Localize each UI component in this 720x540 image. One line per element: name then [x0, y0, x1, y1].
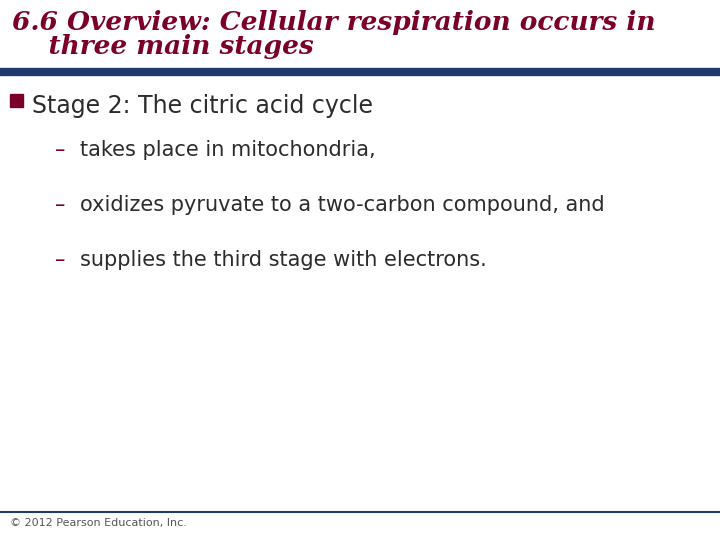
Text: oxidizes pyruvate to a two-carbon compound, and: oxidizes pyruvate to a two-carbon compou… — [80, 195, 605, 215]
Text: 6.6 Overview: Cellular respiration occurs in: 6.6 Overview: Cellular respiration occur… — [12, 10, 655, 35]
Text: takes place in mitochondria,: takes place in mitochondria, — [80, 140, 376, 160]
Text: three main stages: three main stages — [12, 34, 314, 59]
Text: –: – — [55, 250, 66, 270]
Text: supplies the third stage with electrons.: supplies the third stage with electrons. — [80, 250, 487, 270]
Text: –: – — [55, 195, 66, 215]
Bar — [10, 94, 23, 107]
Text: Stage 2: The citric acid cycle: Stage 2: The citric acid cycle — [32, 94, 373, 118]
Text: –: – — [55, 140, 66, 160]
Text: © 2012 Pearson Education, Inc.: © 2012 Pearson Education, Inc. — [10, 518, 187, 528]
